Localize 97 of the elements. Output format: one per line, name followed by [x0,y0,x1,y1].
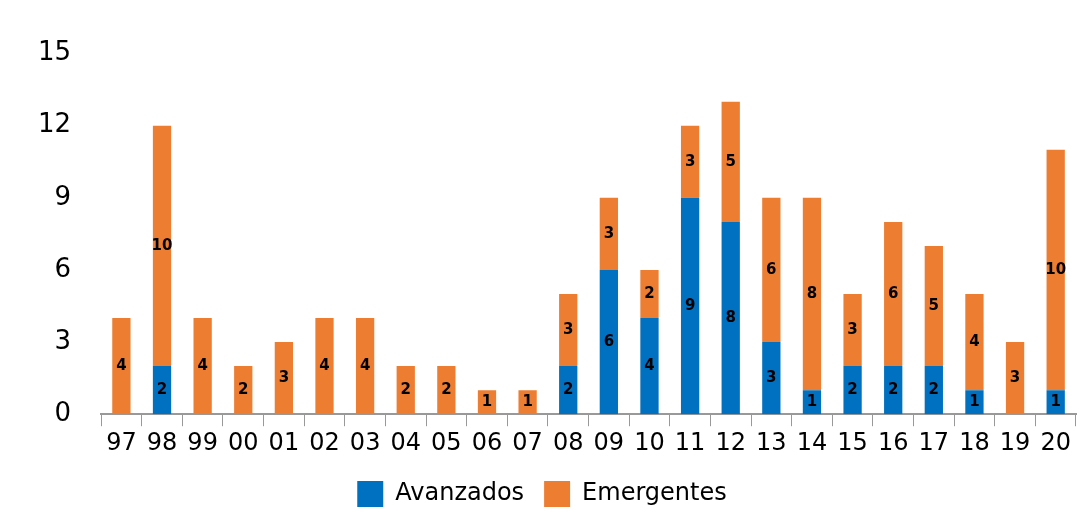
bar [924,245,943,367]
x-tick-label: 02 [309,427,340,456]
data-label: 1 [522,392,533,411]
bar [843,366,862,415]
data-label: 4 [969,331,980,350]
bar [234,366,253,415]
x-tick-label: 10 [634,427,665,456]
bar [152,125,172,367]
data-label: 2 [928,380,940,399]
x-tick-label: 20 [1040,427,1071,456]
data-label: 2 [563,380,574,399]
data-label: 2 [441,380,452,399]
bar [884,366,903,415]
x-tick-label: 18 [959,427,990,456]
data-label: 2 [887,380,899,399]
x-tick-label: 16 [877,427,909,456]
bar [680,197,700,415]
data-label: 4 [359,356,371,375]
data-label: 2 [156,380,168,399]
x-tick-label: 00 [227,427,259,456]
x-tick-label: 05 [431,427,462,456]
data-label: 5 [725,151,736,170]
bar [884,221,903,367]
bar [437,366,456,415]
bar [802,197,822,391]
data-label: 2 [644,283,655,302]
data-label: 3 [603,223,615,242]
x-tick-label: 17 [918,427,950,456]
data-label: 5 [928,295,940,314]
y-tick-label: 15 [37,36,72,67]
x-tick-label: 97 [106,427,137,456]
x-tick-label: 07 [512,427,543,456]
x-tick-label: 11 [674,427,706,456]
data-label: 4 [197,356,208,375]
data-label: 4 [319,356,330,375]
data-label: 3 [1009,368,1021,387]
data-label: 4 [644,356,655,375]
x-tick-label: 14 [796,427,828,456]
data-label: 3 [847,319,858,338]
x-tick-label: 12 [715,427,746,456]
bar [640,269,659,319]
data-label: 9 [684,295,696,314]
bar [518,390,537,415]
x-tick-label: 15 [837,427,868,456]
legend-label: Avanzados [395,478,525,507]
x-tick-label: 06 [471,427,503,456]
y-tick-label: 12 [37,108,72,139]
data-label: 3 [684,151,696,170]
x-tick-label: 01 [268,427,300,456]
data-label: 1 [969,392,980,411]
data-label: 1 [806,392,818,411]
legend-label: Emergentes [582,478,727,507]
x-tick-label: 98 [146,427,178,456]
bar [680,125,700,198]
x-tick-label: 99 [187,427,218,456]
x-tick-label: 03 [349,427,381,456]
data-label: 6 [766,259,777,278]
data-label: 2 [400,380,411,399]
data-label: 6 [603,331,615,350]
x-tick-label: 19 [999,427,1031,456]
data-label: 2 [238,380,249,399]
bar [112,318,131,415]
data-label: 3 [563,319,574,338]
bar [193,318,212,415]
bar [559,294,578,367]
bar [762,197,781,343]
bar [559,366,578,415]
bar [843,294,862,367]
x-tick-label: 04 [390,427,422,456]
bar [762,342,781,415]
x-tick-label: 09 [593,427,625,456]
bar [315,318,334,415]
bar [355,318,375,415]
data-label: 1 [481,392,493,411]
bar [1005,342,1025,415]
y-tick-label: 9 [54,180,72,211]
bar [640,318,659,415]
bar [1046,149,1065,391]
data-label: 1 [1050,392,1061,411]
data-label: 2 [847,380,858,399]
y-tick-label: 3 [54,324,72,355]
data-label: 4 [116,356,127,375]
bar [599,197,618,270]
bar [599,269,618,415]
data-label: 8 [806,283,818,302]
bar [965,294,984,391]
data-label: 8 [725,307,736,326]
data-label: 6 [887,283,899,302]
data-label: 3 [766,368,777,387]
bar [721,101,740,222]
bar [274,342,294,415]
y-tick-label: 0 [54,396,72,427]
bar [721,221,740,415]
x-tick-label: 13 [756,427,787,456]
y-tick-label: 6 [54,252,72,283]
data-label: 3 [278,368,290,387]
x-tick-label: 08 [552,427,584,456]
